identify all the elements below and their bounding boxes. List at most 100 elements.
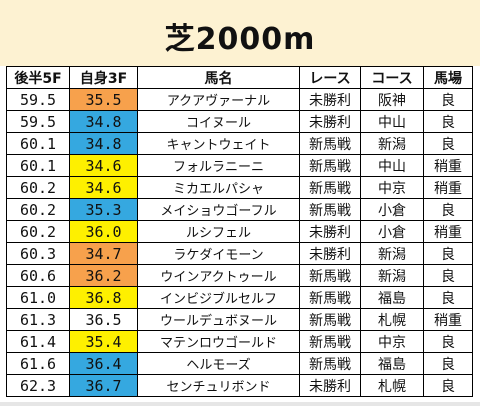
cell-race: 新馬戦 (299, 132, 361, 155)
table-row: 60.2 36.0 ルシフェル 未勝利 小倉 稍重 (6, 220, 473, 243)
cell-own3f: 36.4 (69, 352, 138, 375)
cell-late5f: 59.5 (6, 110, 70, 133)
cell-horse-name: フォルラニーニ (137, 154, 300, 177)
table-row: 59.5 34.8 コイヌール 未勝利 中山良 (6, 110, 473, 133)
cell-race: 新馬戦 (299, 330, 361, 353)
cell-race: 新馬戦 (299, 154, 361, 177)
cell-course: 小倉 (360, 220, 424, 243)
cell-track: 良 (423, 374, 473, 397)
cell-late5f: 60.3 (6, 242, 70, 265)
cell-race: 未勝利 (299, 374, 361, 397)
cell-horse-name: インビジブルセルフ (137, 286, 300, 309)
cell-race: 未勝利 (299, 242, 361, 265)
cell-own3f: 35.4 (69, 330, 138, 353)
cell-course: 札幌 (360, 308, 424, 331)
header-track: 馬場 (423, 66, 473, 89)
cell-own3f: 36.7 (69, 374, 138, 397)
cell-horse-name: マテンロウゴールド (137, 330, 300, 353)
title-area: 芝2000m (0, 0, 480, 66)
cell-race: 新馬戦 (299, 308, 361, 331)
cell-track: 良 (423, 132, 473, 155)
cell-course: 中山 (360, 154, 424, 177)
cell-course: 小倉 (360, 198, 424, 221)
header-race: レース (299, 66, 361, 89)
cell-race: 未勝利 (299, 88, 361, 111)
cell-course: 福島 (360, 352, 424, 375)
header-course: コース (360, 66, 424, 89)
cell-race: 新馬戦 (299, 198, 361, 221)
table-row: 62.3 36.7 センチュリボンド 未勝利 札幌良 (6, 374, 473, 397)
table-body: 59.5 35.5 アクアヴァーナル 未勝利 阪神良 59.5 34.8 コイヌール 未勝利 中山… (6, 88, 473, 397)
cell-track: 良 (423, 242, 473, 265)
cell-own3f: 35.3 (69, 198, 138, 221)
cell-track: 稍重 (423, 220, 473, 243)
cell-late5f: 60.6 (6, 264, 70, 287)
cell-race: 新馬戦 (299, 286, 361, 309)
cell-own3f: 36.0 (69, 220, 138, 243)
cell-track: 良 (423, 352, 473, 375)
cell-own3f: 34.6 (69, 176, 138, 199)
cell-late5f: 61.3 (6, 308, 70, 331)
cell-track: 稍重 (423, 176, 473, 199)
cell-horse-name: キャントウェイト (137, 132, 300, 155)
cell-horse-name: ヘルモーズ (137, 352, 300, 375)
cell-race: 新馬戦 (299, 264, 361, 287)
cell-late5f: 61.6 (6, 352, 70, 375)
cell-track: 良 (423, 88, 473, 111)
cell-course: 中京 (360, 330, 424, 353)
table-row: 60.2 35.3 メイショウゴーフル 新馬戦 小倉良 (6, 198, 473, 221)
cell-own3f: 34.8 (69, 132, 138, 155)
cell-track: 稍重 (423, 154, 473, 177)
cell-course: 新潟 (360, 242, 424, 265)
cell-track: 良 (423, 110, 473, 133)
table-row: 61.4 35.4 マテンロウゴールド 新馬戦 中京良 (6, 330, 473, 353)
cell-track: 稍重 (423, 308, 473, 331)
table-row: 60.1 34.6 フォルラニーニ 新馬戦 中山 稍重 (6, 154, 473, 177)
table-row: 59.5 35.5 アクアヴァーナル 未勝利 阪神良 (6, 88, 473, 111)
table-row: 61.0 36.8 インビジブルセルフ 新馬戦 福島良 (6, 286, 473, 309)
cell-own3f: 36.5 (69, 308, 138, 331)
header-own3f: 自身3F (69, 66, 138, 89)
cell-own3f: 34.8 (69, 110, 138, 133)
cell-race: 新馬戦 (299, 352, 361, 375)
cell-course: 新潟 (360, 264, 424, 287)
cell-own3f: 36.2 (69, 264, 138, 287)
table-row: 61.6 36.4 ヘルモーズ 新馬戦 福島良 (6, 352, 473, 375)
cell-race: 未勝利 (299, 110, 361, 133)
cell-course: 札幌 (360, 374, 424, 397)
table-row: 60.6 36.2 ウインアクトゥール 新馬戦 新潟良 (6, 264, 473, 287)
cell-course: 福島 (360, 286, 424, 309)
cell-own3f: 34.7 (69, 242, 138, 265)
cell-late5f: 60.2 (6, 220, 70, 243)
cell-horse-name: ルシフェル (137, 220, 300, 243)
cell-track: 良 (423, 330, 473, 353)
cell-own3f: 36.8 (69, 286, 138, 309)
page-title: 芝2000m (164, 22, 316, 57)
cell-late5f: 60.1 (6, 132, 70, 155)
cell-own3f: 34.6 (69, 154, 138, 177)
header-horse-name: 馬名 (137, 66, 300, 89)
cell-late5f: 62.3 (6, 374, 70, 397)
cell-horse-name: コイヌール (137, 110, 300, 133)
cell-track: 良 (423, 198, 473, 221)
cell-horse-name: ウールデュボヌール (137, 308, 300, 331)
cell-horse-name: メイショウゴーフル (137, 198, 300, 221)
cell-course: 中山 (360, 110, 424, 133)
cell-horse-name: ウインアクトゥール (137, 264, 300, 287)
cell-course: 新潟 (360, 132, 424, 155)
cell-horse-name: ラケダイモーン (137, 242, 300, 265)
cell-horse-name: センチュリボンド (137, 374, 300, 397)
header-late5f: 後半5F (6, 66, 70, 89)
cell-course: 中京 (360, 176, 424, 199)
cell-horse-name: アクアヴァーナル (137, 88, 300, 111)
cell-race: 未勝利 (299, 220, 361, 243)
cell-late5f: 60.2 (6, 176, 70, 199)
cell-late5f: 61.0 (6, 286, 70, 309)
cell-track: 良 (423, 264, 473, 287)
table-row: 60.2 34.6 ミカエルパシャ 新馬戦 中京 稍重 (6, 176, 473, 199)
table-row: 60.1 34.8 キャントウェイト 新馬戦 新潟良 (6, 132, 473, 155)
bottom-scroll-edge (0, 402, 480, 406)
cell-late5f: 60.1 (6, 154, 70, 177)
cell-horse-name: ミカエルパシャ (137, 176, 300, 199)
cell-own3f: 35.5 (69, 88, 138, 111)
